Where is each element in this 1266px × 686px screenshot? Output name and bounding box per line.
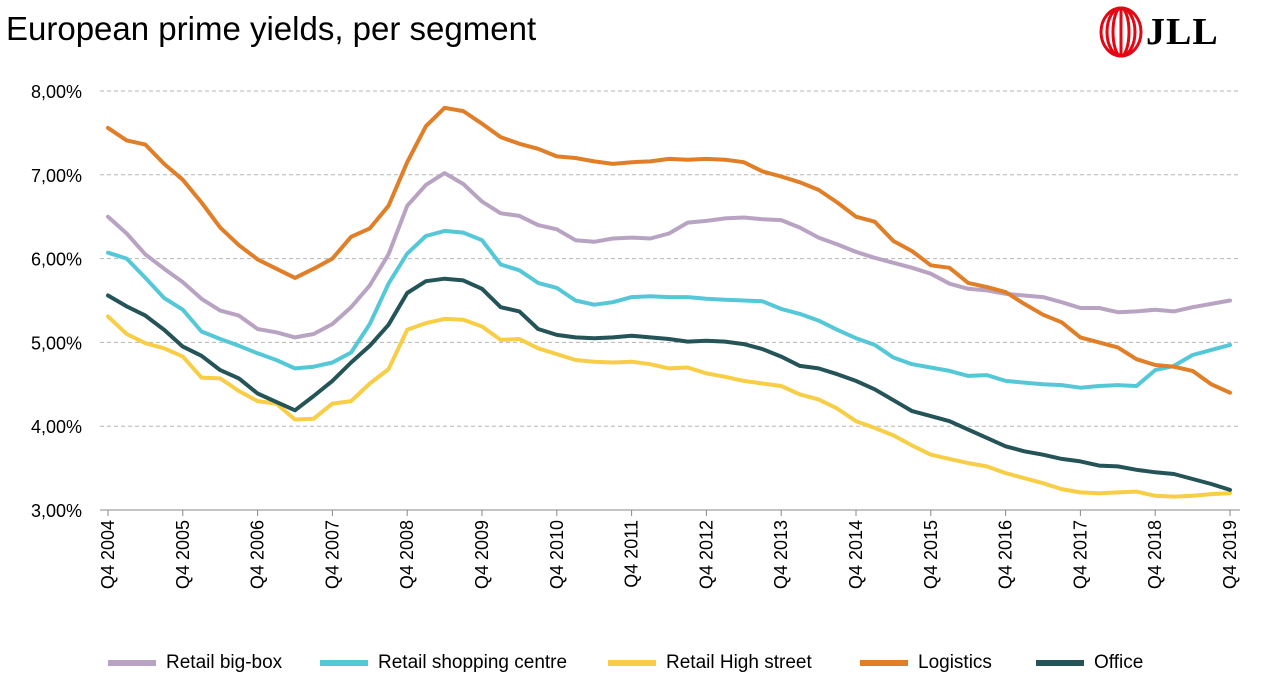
legend-label: Retail High street: [666, 652, 812, 673]
legend-swatch: [108, 660, 156, 666]
line-chart: 8,00%7,00%6,00%5,00%4,00%3,00% Q4 2004 Q4…: [31, 82, 1240, 589]
chart-title: European prime yields, per segment: [6, 10, 537, 47]
legend-label: Retail big-box: [166, 652, 283, 673]
jll-logo: JLL: [1098, 4, 1238, 60]
series-line-retail-shopping-centre: [106, 228, 1232, 390]
y-tick-label: 8,00%: [31, 82, 82, 102]
legend-item: Office: [1036, 650, 1143, 676]
legend-item: Retail High street: [608, 650, 812, 676]
x-tick-label: Q4 2014: [846, 520, 866, 589]
legend: Retail big-box Retail shopping centre Reta…: [0, 650, 1266, 676]
x-tick-label: Q4 2016: [996, 520, 1016, 589]
series-line-office: [106, 276, 1232, 492]
x-tick-label: Q4 2013: [771, 520, 791, 589]
legend-label: Logistics: [918, 652, 992, 673]
legend-item: Retail big-box: [108, 650, 282, 676]
x-tick-label: Q4 2011: [622, 520, 642, 588]
x-tick-label: Q4 2018: [1145, 520, 1165, 589]
x-tick-label: Q4 2010: [547, 520, 567, 589]
legend-swatch: [1036, 660, 1084, 666]
y-tick-label: 4,00%: [31, 417, 82, 437]
y-tick-label: 5,00%: [31, 333, 82, 353]
jll-logo-mark-icon: [1099, 6, 1143, 58]
x-tick-label: Q4 2008: [397, 520, 417, 589]
x-tick-label: Q4 2012: [696, 520, 716, 589]
jll-logo-text: JLL: [1146, 11, 1219, 53]
x-tick-label: Q4 2019: [1220, 520, 1240, 589]
legend-swatch: [608, 660, 656, 666]
y-tick-label: 6,00%: [31, 250, 82, 270]
legend-label: Retail shopping centre: [378, 652, 568, 673]
gridlines: [100, 90, 1240, 427]
series-line-retail-big-box: [106, 171, 1232, 340]
x-tick-label: Q4 2015: [921, 520, 941, 589]
series-line-logistics: [106, 105, 1232, 395]
legend-item: Logistics: [860, 650, 992, 676]
x-tick-label: Q4 2005: [173, 520, 193, 589]
legend-swatch: [860, 660, 908, 666]
series-line-retail-high-street: [106, 314, 1232, 499]
x-axis: Q4 2004 Q4 2005 Q4 2006 Q4 2007 Q4 2008 Q4 20…: [98, 509, 1240, 589]
legend-swatch: [320, 660, 368, 666]
y-axis-ticks: 8,00% 7,00% 6,00% 5,00% 4,00% 3,00%: [31, 82, 82, 521]
series-lines: [106, 105, 1232, 499]
x-tick-label: Q4 2006: [248, 520, 268, 589]
x-tick-label: Q4 2017: [1070, 520, 1090, 589]
y-tick-label: 7,00%: [31, 166, 82, 186]
y-tick-label: 3,00%: [31, 501, 82, 521]
x-tick-label: Q4 2009: [472, 520, 492, 589]
legend-label: Office: [1094, 652, 1144, 673]
legend-item: Retail shopping centre: [320, 650, 567, 676]
x-tick-label: Q4 2007: [322, 520, 342, 589]
x-tick-label: Q4 2004: [98, 520, 118, 589]
